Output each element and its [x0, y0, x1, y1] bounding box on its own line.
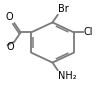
Text: NH₂: NH₂: [58, 71, 77, 80]
Text: O: O: [6, 12, 13, 22]
Text: Br: Br: [58, 5, 69, 14]
Text: Cl: Cl: [84, 27, 93, 37]
Text: O: O: [6, 42, 14, 52]
